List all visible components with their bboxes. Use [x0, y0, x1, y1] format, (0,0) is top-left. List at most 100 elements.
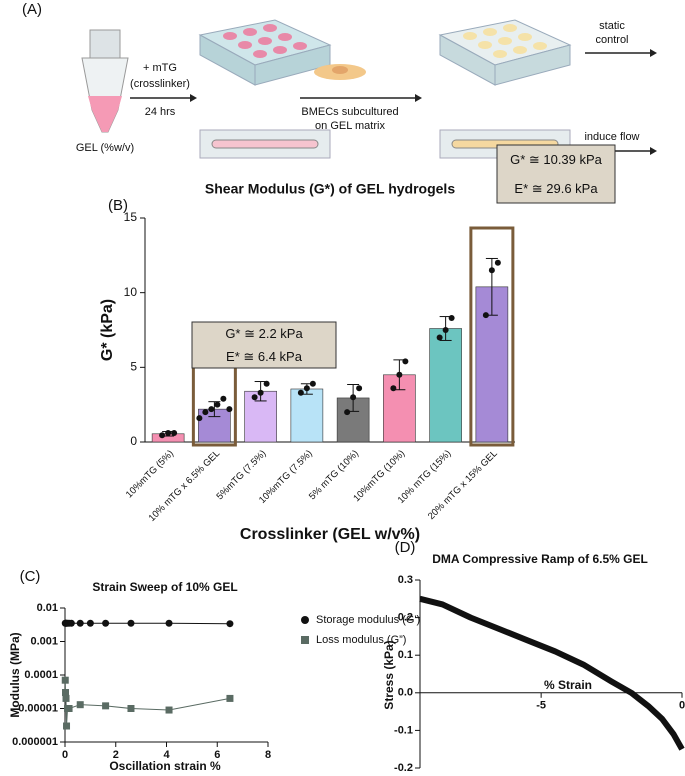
label: + mTG: [143, 62, 177, 74]
data-point: [356, 385, 363, 392]
x-tick-label: 0: [679, 700, 685, 712]
marker: [165, 706, 173, 714]
legend-label: Loss modulus (G”): [316, 634, 406, 646]
data-point: [390, 385, 397, 392]
legend-marker: [301, 616, 309, 624]
marker: [76, 619, 84, 627]
label: GEL (%w/v): [76, 142, 134, 154]
data-point: [482, 312, 489, 319]
y-tick-label: 0.001: [30, 635, 58, 647]
annotation: G* ≅ 2.2 kPa: [225, 326, 303, 341]
y-tick-label: 0.0: [398, 687, 413, 699]
annotation-box: [496, 144, 616, 204]
arrow-head: [415, 94, 422, 102]
marker: [76, 701, 84, 709]
marker: [226, 694, 234, 702]
y-tick-label: 10: [124, 285, 138, 299]
y-tick-label: 5: [130, 360, 137, 374]
marker: [62, 689, 70, 697]
data-point: [159, 432, 166, 439]
legend-label: Storage modulus (G'): [316, 614, 420, 626]
data-point: [171, 430, 178, 437]
y-tick-label: -0.1: [394, 724, 413, 736]
bar: [429, 328, 462, 443]
label: 24 hrs: [145, 106, 176, 118]
chart-title: Strain Sweep of 10% GEL: [92, 580, 237, 594]
data-point: [344, 409, 351, 416]
arrow-head: [190, 94, 197, 102]
panel-label: (C): [20, 568, 41, 585]
y-tick-label: 0.1: [398, 649, 413, 661]
data-point: [448, 315, 455, 322]
data-point: [396, 371, 403, 378]
x-axis-label: % Strain: [544, 678, 592, 692]
x-axis-label: Oscillation strain %: [109, 759, 221, 773]
panel-label: (B): [108, 197, 128, 214]
label: BMECs subcultured: [301, 106, 398, 118]
x-axis-label: Crosslinker (GEL w/v%): [240, 526, 420, 543]
label: control: [595, 34, 628, 46]
y-axis-label: Stress (kPa): [382, 640, 396, 709]
panel-label: (A): [22, 1, 42, 18]
data-point: [402, 358, 409, 365]
annotation-box: [191, 321, 337, 369]
chip-channel: [211, 139, 319, 149]
chart-title: Shear Modulus (G*) of GEL hydrogels: [205, 181, 455, 197]
y-axis-label: G* (kPa): [99, 299, 116, 361]
data-point: [494, 259, 501, 266]
data-point: [220, 395, 227, 402]
y-tick-label: -0.2: [394, 762, 413, 774]
data-point: [436, 334, 443, 341]
marker: [102, 702, 110, 710]
y-tick-label: 0.2: [398, 612, 413, 624]
series-line: [419, 595, 685, 751]
cell-nucleus: [332, 66, 348, 74]
marker: [67, 619, 75, 627]
y-tick-label: 0.000001: [12, 736, 58, 748]
chart-title: DMA Compressive Ramp of 6.5% GEL: [432, 552, 648, 566]
label: on GEL matrix: [315, 120, 385, 132]
tube-gel: [88, 96, 122, 132]
marker: [61, 676, 69, 684]
data-point: [214, 401, 221, 408]
marker: [226, 620, 234, 628]
marker: [165, 619, 173, 627]
data-point: [257, 389, 264, 396]
x-tick-label: 4: [163, 749, 170, 761]
y-tick-label: 0.00001: [18, 702, 58, 714]
tube-cap: [89, 29, 121, 59]
data-point: [442, 327, 449, 333]
x-tick-label: 8: [265, 749, 271, 761]
y-tick-label: 0.3: [398, 574, 413, 586]
label: (crosslinker): [130, 78, 190, 90]
x-tick-label: 6: [214, 749, 220, 761]
wells: [223, 24, 307, 58]
data-point: [297, 389, 304, 396]
bar: [290, 388, 324, 443]
data-point: [226, 406, 233, 413]
data-point: [488, 267, 495, 274]
panel-a: (A) GEL (%w/v) + mTG (crosslinker) 24 hr…: [22, 1, 657, 159]
marker: [86, 619, 94, 627]
marker: [63, 722, 71, 730]
x-tick-label: 2: [113, 749, 119, 761]
data-point: [350, 394, 357, 401]
marker: [127, 705, 135, 712]
panel-label: (D): [395, 539, 416, 556]
label: static: [599, 20, 625, 32]
wells: [463, 24, 547, 58]
marker: [62, 694, 70, 702]
annotation: E* ≅ 29.6 kPa: [514, 181, 598, 196]
x-tick-label: 0: [62, 749, 68, 761]
y-tick-label: 0.01: [37, 602, 58, 614]
annotation: E* ≅ 6.4 kPa: [226, 349, 303, 364]
data-point: [309, 380, 316, 387]
data-point: [251, 394, 258, 401]
marker: [102, 619, 110, 627]
marker: [127, 619, 135, 627]
data-point: [202, 409, 209, 416]
y-tick-label: 0: [130, 434, 137, 448]
data-point: [303, 385, 310, 392]
label: induce flow: [584, 131, 639, 143]
